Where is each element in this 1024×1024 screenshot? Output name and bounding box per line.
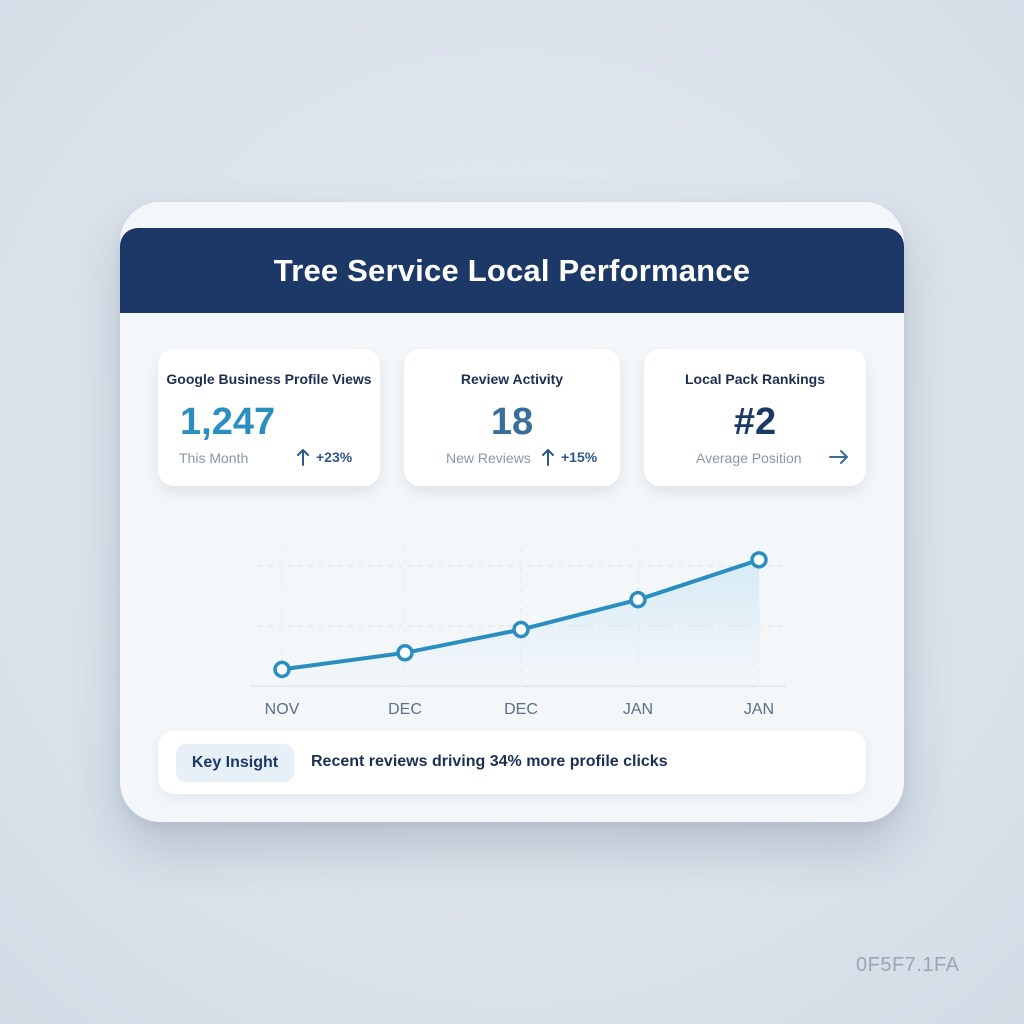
x-tick-label: DEC (504, 701, 538, 718)
metric-label: Local Pack Rankings (684, 371, 826, 387)
x-tick-label: JAN (623, 701, 653, 718)
metric-change: +15% (541, 448, 597, 466)
dashboard-header: Tree Service Local Performance (120, 228, 904, 313)
watermark: 0F5F7.1FA (856, 954, 960, 976)
chart-x-labels: NOV DEC DEC JAN JAN (265, 701, 774, 718)
metric-value: 18 (490, 401, 534, 443)
data-point (750, 551, 768, 569)
metric-change: +23% (296, 448, 352, 466)
metric-subtitle: This Month (179, 450, 249, 466)
key-insight-bar: Key Insight Recent reviews driving 34% m… (158, 731, 866, 794)
data-point (273, 660, 291, 679)
data-point (512, 620, 530, 639)
arrow-up-icon (297, 449, 309, 466)
x-tick-label: JAN (744, 701, 774, 718)
chart-points (273, 551, 768, 679)
data-point (396, 644, 414, 662)
dashboard-title: Tree Service Local Performance (273, 252, 751, 288)
metric-subtitle: Average Position (696, 450, 802, 466)
x-tick-label: DEC (388, 701, 422, 718)
key-insight-tag: Key Insight (176, 744, 294, 782)
x-tick-label: NOV (265, 701, 300, 718)
metric-card-profile-views[interactable]: Google Business Profile Views 1,247 This… (158, 349, 380, 486)
arrow-up-icon (542, 449, 554, 466)
arrow-right-icon (828, 448, 850, 471)
metric-card-local-pack-rankings[interactable]: Local Pack Rankings #2 Average Position (644, 349, 866, 486)
metric-change-value: +23% (316, 449, 353, 465)
data-point (629, 590, 647, 609)
metric-subtitle: New Reviews (446, 450, 531, 466)
key-insight-text: Recent reviews driving 34% more profile … (311, 753, 668, 770)
metric-value: #2 (733, 401, 777, 443)
metric-card-review-activity[interactable]: Review Activity 18 New Reviews +15% (404, 349, 620, 486)
metric-label: Review Activity (460, 371, 564, 387)
metric-label: Google Business Profile Views (166, 371, 372, 387)
metric-change-value: +15% (561, 449, 598, 465)
metric-value: 1,247 (180, 401, 276, 443)
